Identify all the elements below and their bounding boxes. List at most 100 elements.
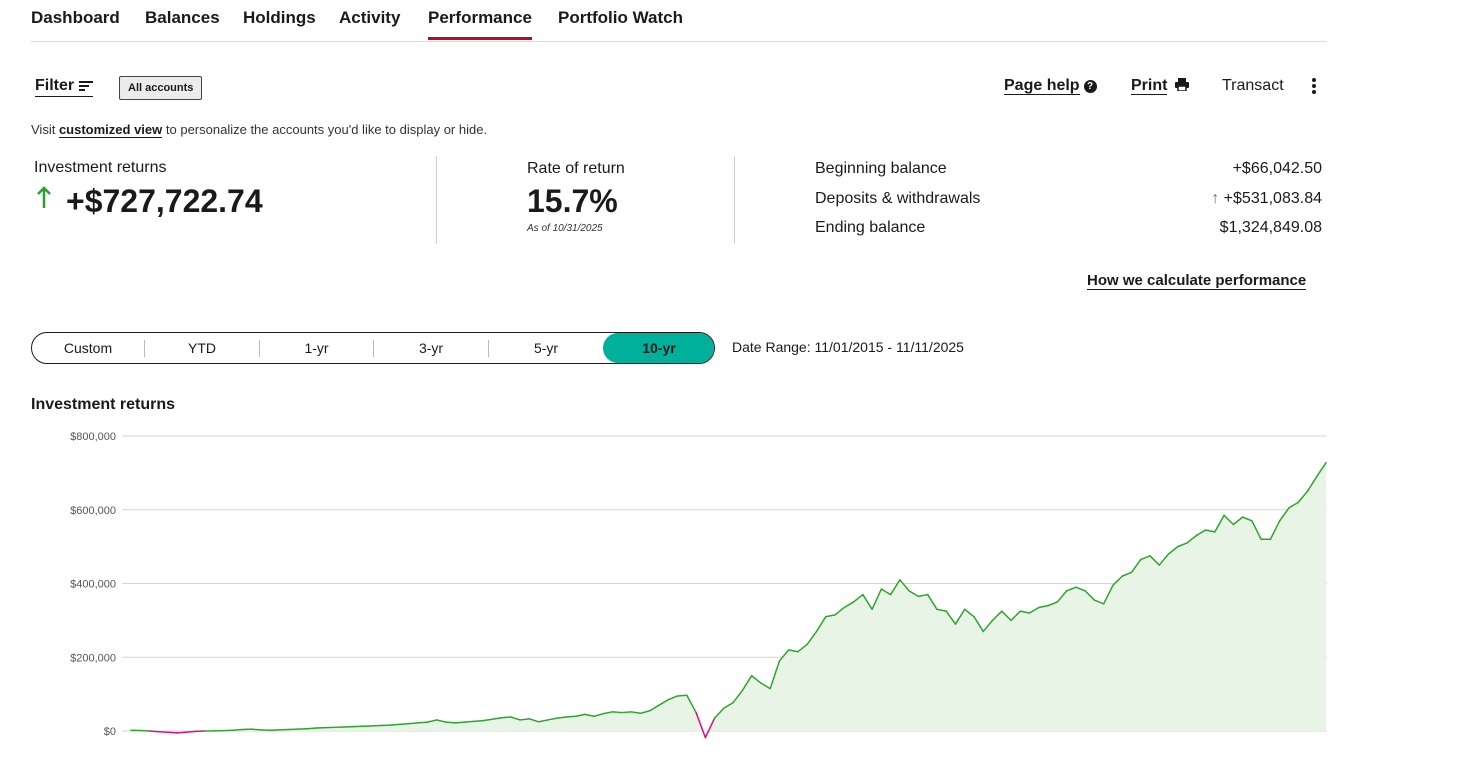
question-icon: ? [1083,80,1097,93]
y-tick-label: $200,000 [70,652,116,664]
filter-button[interactable]: Filter [35,77,94,97]
series-segment [185,730,197,733]
series-segment [139,729,151,732]
range-10yr[interactable]: 10-yr [603,333,714,363]
series-segment [787,649,799,653]
filter-icon [79,79,94,93]
series-segment [991,610,1003,622]
series-segment [176,731,188,734]
investment-returns-chart: $800,000 $600,000 $400,000 $200,000 $0 [70,431,1327,739]
tab-holdings[interactable]: Holdings [243,8,316,27]
series-segment [547,717,558,721]
summary-divider [436,156,437,244]
notice-suffix: to personalize the accounts you'd like t… [165,122,488,137]
series-segment [704,717,716,739]
series-segment [1028,606,1040,614]
accounts-chip[interactable]: All accounts [119,76,203,100]
series-segment [973,615,984,633]
series-segment [769,660,781,690]
range-5yr[interactable]: 5-yr [533,340,559,356]
customized-view-link[interactable]: customized view [58,122,163,138]
rate-of-return-value: 15.7% [527,183,618,219]
series-segment [908,590,920,598]
series-segment [408,722,419,725]
tab-performance[interactable]: Performance [428,8,532,40]
series-segment [528,718,540,723]
y-tick-label: $600,000 [70,505,116,517]
series-segment [963,608,975,618]
series-segment [1084,590,1096,601]
series-segment [500,716,512,719]
series-segment [713,707,725,719]
series-segment [1251,520,1262,540]
series-segment [1278,507,1290,522]
series-segment [1130,558,1142,574]
series-segment [519,718,531,721]
tab-portfolio-watch[interactable]: Portfolio Watch [558,8,683,27]
primary-nav: Dashboard Balances Holdings Activity Per… [31,0,1327,42]
series-segment [899,579,910,592]
range-ytd[interactable]: YTD [188,340,216,356]
series-segment [760,682,771,690]
date-range: Date Range: 11/01/2015 - 11/11/2025 [732,339,964,355]
series-segment [658,698,670,706]
page-help-label: Page help [1004,77,1080,95]
series-segment [1056,590,1068,603]
series-segment [639,709,651,715]
series-segment [1121,571,1133,577]
y-tick-label: $0 [104,726,116,738]
series-segment [1075,586,1086,592]
up-arrow-icon [36,186,52,215]
series-segment [1093,599,1105,605]
series-segment [148,730,160,733]
series-segment [602,711,614,715]
series-segment [676,694,688,697]
y-tick-label: $800,000 [70,431,116,443]
range-separator [488,340,489,357]
print-link[interactable]: Print [1131,77,1189,95]
deposits-withdrawals-label: Deposits & withdrawals [815,190,981,207]
series-segment [880,588,892,596]
series-segment [1167,545,1179,555]
transact-button[interactable]: Transact [1222,77,1284,94]
tab-activity[interactable]: Activity [339,8,401,27]
range-separator [373,340,374,357]
series-segment [1223,514,1235,526]
series-segment [750,674,762,684]
series-segment [1038,604,1049,609]
investment-returns-label: Investment returns [34,159,167,176]
how-we-calculate-link[interactable]: How we calculate performance [1087,272,1307,290]
beginning-balance-label: Beginning balance [815,160,947,177]
series-segment [686,694,697,714]
series-segment [426,719,438,723]
print-label: Print [1131,77,1168,95]
series-segment [621,711,632,714]
page-help-link[interactable]: Page help? [1004,77,1097,95]
series-segment [1149,555,1161,566]
series-segment [843,601,855,609]
customize-notice: Visit customized view to personalize the… [31,122,488,138]
tab-balances[interactable]: Balances [145,8,220,27]
series-segment [982,619,994,633]
range-3yr[interactable]: 3-yr [418,340,444,356]
series-segment [630,711,642,715]
ending-balance-label: Ending balance [815,219,926,236]
series-segment [1195,529,1207,537]
series-segment [1214,514,1225,533]
series-segment [1019,610,1031,614]
series-segment [556,716,568,719]
series-segment [1232,516,1244,526]
series-segment [1315,461,1327,478]
series-segment [741,674,753,692]
deposits-withdrawals-row: ↑ +$531,083.84 [1120,190,1322,208]
series-segment [463,720,475,723]
more-options-icon[interactable] [1312,78,1318,96]
series-segment [510,716,521,721]
range-custom[interactable]: Custom [63,340,113,356]
series-segment [565,715,577,718]
series-segment [611,711,623,714]
series-segment [1010,610,1022,622]
as-of-date: As of 10/31/2025 [527,223,603,234]
tab-dashboard[interactable]: Dashboard [31,8,120,27]
range-1yr[interactable]: 1-yr [304,340,329,356]
